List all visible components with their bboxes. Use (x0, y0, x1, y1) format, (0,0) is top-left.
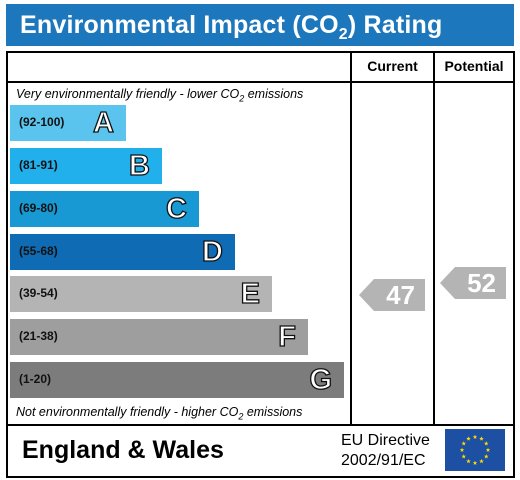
page-title: Environmental Impact (CO2) Rating (20, 11, 443, 43)
band-range: (55-68) (19, 244, 58, 258)
arrow-shape (359, 279, 425, 311)
band-range: (21-38) (19, 329, 58, 343)
potential-column-header: Potential (444, 58, 504, 74)
band-a: (92-100) A (10, 105, 126, 141)
potential-rating-arrow: 52 (440, 267, 506, 299)
band-range: (81-91) (19, 158, 58, 172)
eu-directive: EU Directive 2002/91/EC (341, 431, 430, 471)
band-letter: D (201, 235, 223, 268)
eu-star-icon (466, 458, 471, 464)
band-letter: C (165, 192, 187, 225)
column-divider (350, 53, 352, 424)
eu-star-icon (483, 441, 489, 446)
country-label: England & Wales (22, 436, 224, 464)
band-letter: G (309, 363, 333, 396)
band-letter: F (278, 320, 297, 353)
band-f: (21-38) F (10, 319, 308, 355)
directive-line-2: 2002/91/EC (341, 452, 426, 469)
eu-star-icon (479, 436, 484, 441)
rating-chart: Current Potential Very environmentally f… (6, 51, 515, 426)
eu-flag-icon (445, 429, 505, 471)
arrow-shape (440, 267, 506, 299)
eu-star-icon (461, 441, 467, 446)
eu-star-icon (466, 436, 471, 441)
eu-star-icon (461, 454, 467, 459)
band-letter: A (92, 106, 114, 139)
eu-star-icon (485, 447, 491, 452)
potential-rating-value: 52 (467, 268, 496, 298)
column-divider (433, 53, 435, 424)
eu-star-icon (472, 434, 478, 439)
directive-line-1: EU Directive (341, 432, 430, 449)
bottom-note: Not environmentally friendly - higher CO… (16, 405, 303, 422)
band-letter: E (240, 277, 261, 310)
eu-star-icon (472, 460, 478, 465)
band-g: (1-20) G (10, 362, 344, 398)
band-c: (69-80) C (10, 191, 199, 227)
band-e: (39-54) E (10, 276, 272, 312)
current-rating-arrow: 47 (359, 279, 425, 311)
header-divider (8, 81, 513, 83)
band-range: (69-80) (19, 201, 58, 215)
band-b: (81-91) B (10, 148, 162, 184)
eu-star-icon (459, 447, 465, 452)
band-letter: B (128, 149, 150, 182)
current-rating-value: 47 (386, 280, 415, 310)
current-column-header: Current (367, 58, 418, 74)
eu-star-icon (483, 454, 489, 459)
footer: England & Wales EU Directive 2002/91/EC (6, 424, 515, 478)
band-range: (39-54) (19, 286, 58, 300)
eu-star-icon (479, 458, 484, 464)
title-bar: Environmental Impact (CO2) Rating (6, 4, 514, 46)
band-range: (1-20) (19, 372, 52, 386)
band-range: (92-100) (19, 115, 65, 129)
band-d: (55-68) D (10, 234, 235, 270)
top-note: Very environmentally friendly - lower CO… (16, 87, 304, 104)
